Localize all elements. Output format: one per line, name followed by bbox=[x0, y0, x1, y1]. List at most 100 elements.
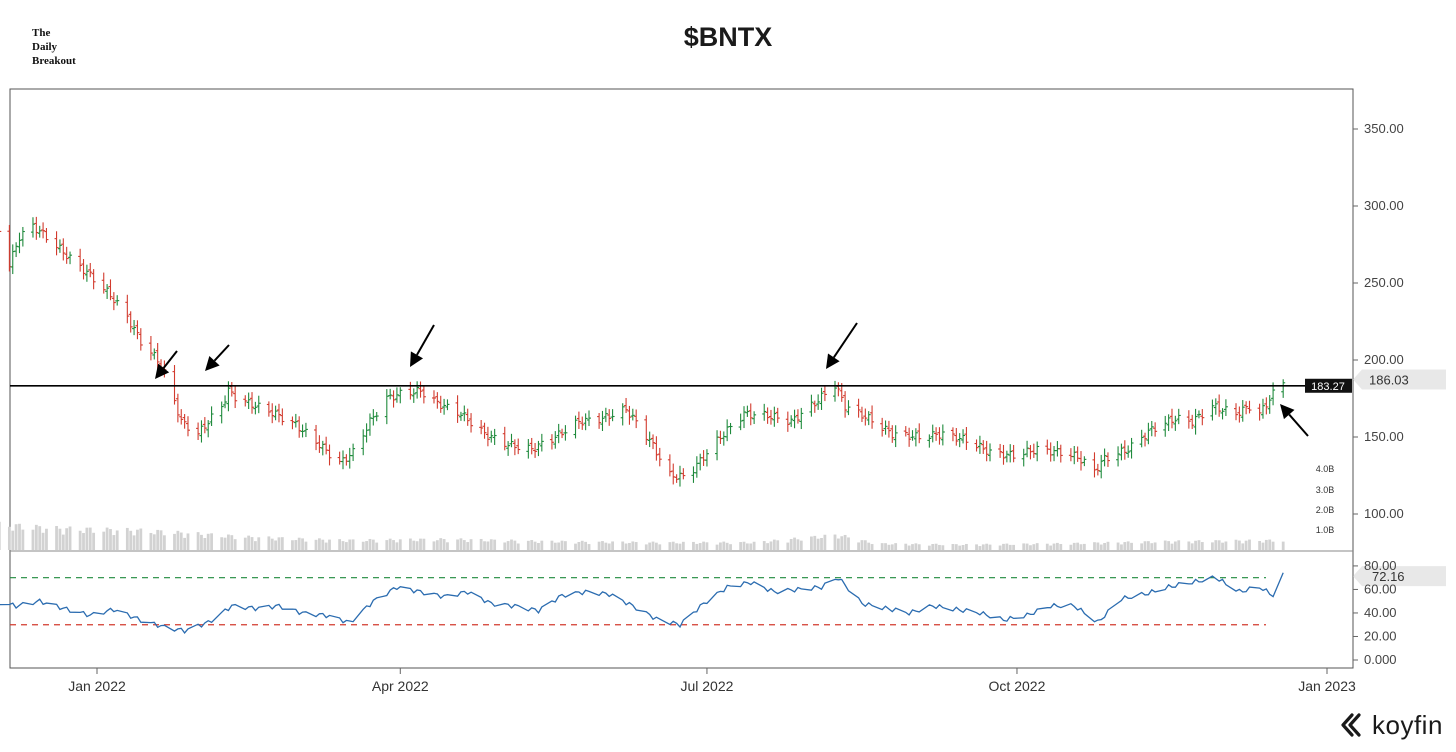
price-bar bbox=[536, 440, 541, 457]
price-bar bbox=[671, 463, 676, 485]
volume-bar bbox=[941, 545, 945, 550]
price-bar bbox=[30, 217, 35, 238]
price-bar bbox=[175, 393, 180, 423]
price-bar bbox=[293, 413, 298, 428]
volume-bar bbox=[1056, 542, 1059, 550]
price-bar bbox=[341, 450, 345, 470]
rsi-tick-label: 80.00 bbox=[1364, 558, 1397, 573]
volume-bar bbox=[870, 544, 874, 550]
volume-bar bbox=[1045, 543, 1049, 550]
volume-bar bbox=[1106, 541, 1110, 550]
x-tick-label: Jan 2022 bbox=[68, 678, 126, 694]
volume-bar bbox=[681, 541, 685, 550]
volume-bar bbox=[564, 541, 567, 550]
volume-bar bbox=[887, 544, 891, 550]
volume-tick-label: 2.0B bbox=[1316, 505, 1335, 515]
price-bar bbox=[765, 407, 770, 424]
volume-bar bbox=[159, 530, 163, 550]
volume-bar bbox=[1093, 542, 1096, 550]
volume-bar bbox=[227, 534, 230, 550]
price-bar bbox=[1045, 439, 1050, 455]
volume-bar bbox=[1035, 543, 1039, 550]
price-bar bbox=[44, 227, 49, 243]
volume-bar bbox=[230, 535, 234, 550]
volume-bar bbox=[344, 542, 348, 550]
price-bar bbox=[516, 438, 521, 455]
price-bar bbox=[792, 409, 797, 429]
volume-bar bbox=[186, 533, 190, 550]
price-bar bbox=[367, 413, 372, 436]
price-bar bbox=[1234, 403, 1239, 421]
volume-bar bbox=[109, 529, 112, 550]
price-tick-label: 300.00 bbox=[1364, 198, 1404, 213]
volume-bar bbox=[503, 542, 507, 550]
rsi-layer: 72.16 bbox=[0, 566, 1446, 634]
volume-bar bbox=[183, 537, 187, 550]
price-bar bbox=[917, 423, 922, 444]
volume-bar bbox=[894, 543, 898, 550]
volume-bar bbox=[368, 538, 372, 550]
price-bar bbox=[1200, 409, 1205, 426]
volume-bar bbox=[611, 541, 614, 550]
volume-bar bbox=[341, 541, 345, 550]
volume-bar bbox=[439, 538, 443, 550]
volume-bar bbox=[41, 532, 45, 550]
price-bar bbox=[721, 431, 726, 446]
volume-bar bbox=[1002, 543, 1005, 550]
volume-bar bbox=[1140, 543, 1144, 550]
volume-bar bbox=[931, 544, 935, 550]
price-bar bbox=[1129, 437, 1134, 459]
volume-bar bbox=[796, 539, 800, 550]
price-bar bbox=[742, 406, 747, 429]
volume-bar bbox=[981, 544, 985, 550]
volume-bar bbox=[584, 541, 588, 550]
price-bar bbox=[698, 453, 703, 471]
price-bar bbox=[647, 431, 652, 448]
price-bar bbox=[37, 225, 42, 238]
price-bar bbox=[886, 420, 891, 438]
volume-bar bbox=[1241, 543, 1245, 550]
price-bar bbox=[988, 443, 993, 462]
volume-bar bbox=[884, 543, 887, 550]
price-bar bbox=[718, 430, 723, 444]
price-bar bbox=[553, 431, 558, 449]
price-bar bbox=[1058, 444, 1063, 463]
price-bar bbox=[880, 417, 885, 437]
price-bar bbox=[1166, 414, 1171, 432]
volume-bar bbox=[253, 541, 257, 550]
price-bar bbox=[344, 454, 349, 466]
price-bar bbox=[560, 428, 565, 439]
resistance-label: 183.27 bbox=[1311, 381, 1345, 393]
volume-bar bbox=[793, 537, 796, 550]
price-bar bbox=[587, 410, 591, 427]
volume-bar bbox=[553, 542, 557, 550]
price-bar bbox=[893, 425, 898, 448]
volume-bar bbox=[280, 537, 284, 550]
price-bar bbox=[549, 434, 554, 450]
price-bar bbox=[512, 439, 517, 456]
price-bar bbox=[576, 411, 581, 430]
annotation-arrow bbox=[410, 324, 435, 367]
price-bar bbox=[1264, 397, 1269, 415]
price-bar bbox=[691, 466, 696, 483]
price-bar bbox=[1035, 441, 1040, 462]
price-bar bbox=[371, 409, 376, 426]
volume-bar bbox=[1069, 544, 1073, 550]
price-bar bbox=[303, 422, 308, 438]
price-bar bbox=[1153, 422, 1158, 437]
price-bar bbox=[54, 231, 59, 256]
annotation-arrow bbox=[155, 350, 178, 379]
price-bar bbox=[856, 398, 861, 418]
volume-bar bbox=[442, 539, 446, 550]
price-bar bbox=[1244, 401, 1249, 415]
volume-bar bbox=[321, 539, 325, 550]
volume-bar bbox=[810, 536, 813, 550]
price-bar bbox=[438, 395, 443, 413]
volume-bar bbox=[729, 544, 732, 550]
volume-bar bbox=[486, 541, 490, 550]
volume-bar bbox=[533, 541, 537, 550]
volume-bar bbox=[233, 539, 237, 550]
price-bar bbox=[1122, 440, 1127, 460]
annotation-arrow bbox=[205, 344, 230, 371]
